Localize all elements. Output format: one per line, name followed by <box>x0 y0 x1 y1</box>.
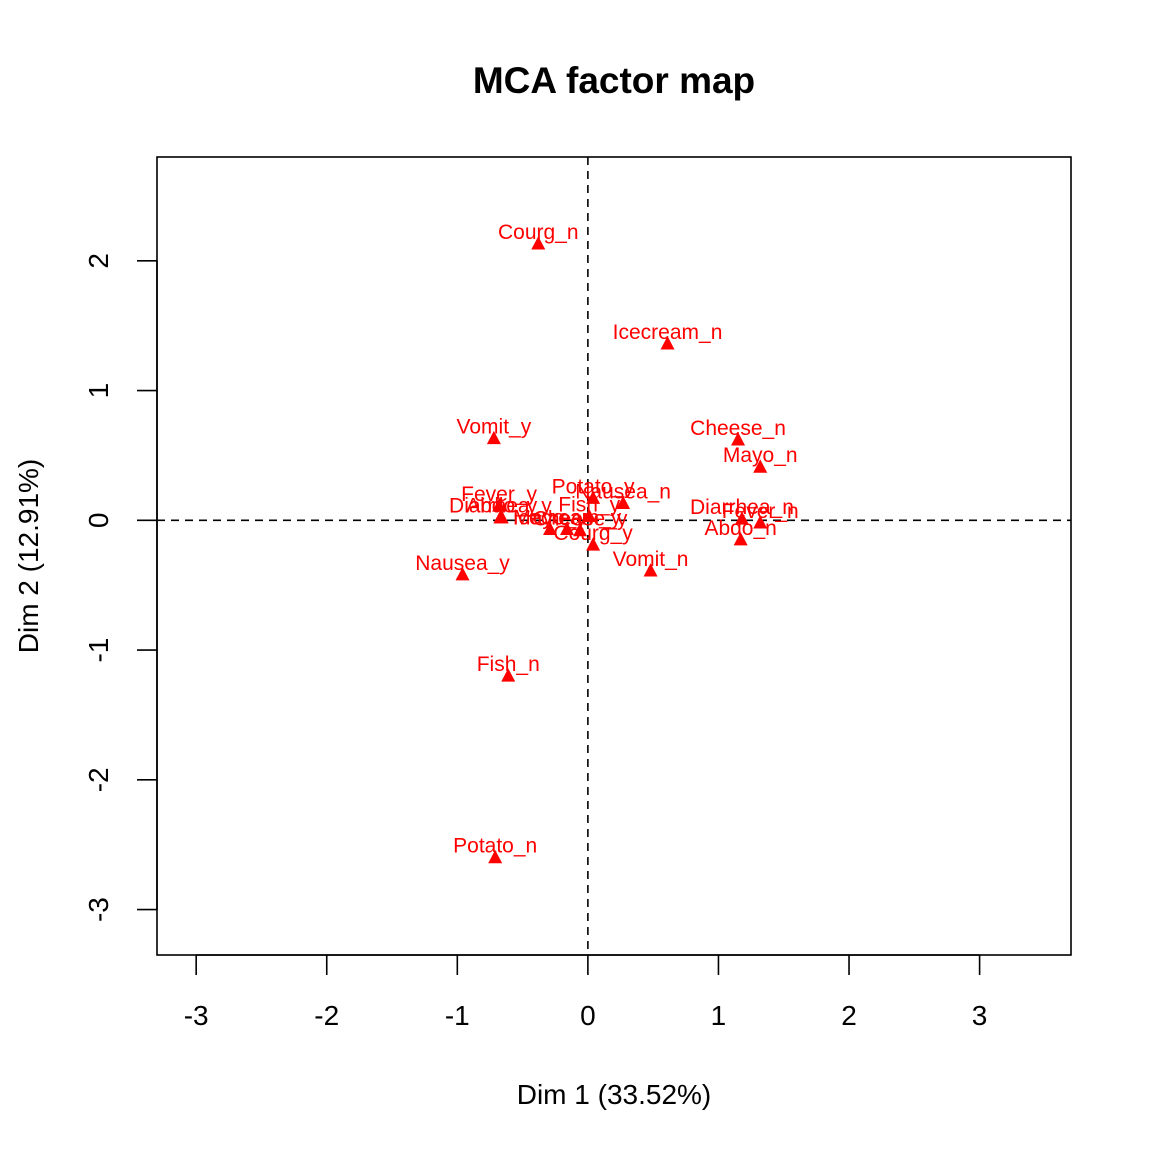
point-marker <box>733 532 748 546</box>
point-label: Fever_n <box>722 500 799 523</box>
point-marker <box>455 567 470 581</box>
y-tick-label: -1 <box>83 638 114 663</box>
point-marker <box>543 521 558 535</box>
y-tick-label: 0 <box>83 513 114 529</box>
x-axis: -3 -2 -1 0 1 2 3 <box>184 954 988 1031</box>
point-marker <box>586 490 601 504</box>
point-marker <box>616 495 631 510</box>
point-marker <box>753 515 768 529</box>
point-markers <box>455 236 768 864</box>
chart-title: MCA factor map <box>473 60 755 101</box>
y-axis-title: Dim 2 (12.91%) <box>13 459 44 654</box>
point-label: Vomit_n <box>613 548 689 571</box>
x-tick-label: -2 <box>314 1000 339 1031</box>
point-label: Courg_y <box>553 522 633 545</box>
y-tick-label: -3 <box>83 897 114 922</box>
point-label: Potato_n <box>453 835 537 858</box>
y-tick-label: 2 <box>83 253 114 269</box>
point-marker <box>734 511 749 525</box>
point-label: Mayo_n <box>723 444 798 467</box>
point-marker <box>731 432 746 446</box>
point-marker <box>753 459 768 473</box>
point-label: Fish_y <box>558 493 620 516</box>
point-marker <box>582 508 597 523</box>
point-label: Courg_n <box>498 221 579 244</box>
point-label: Diarrhea_n <box>690 496 794 519</box>
x-tick-label: -1 <box>445 1000 470 1031</box>
point-marker <box>531 236 546 250</box>
point-label: Icecream_y <box>513 506 622 529</box>
x-tick-label: 2 <box>841 1000 857 1031</box>
point-marker <box>493 510 508 524</box>
point-marker <box>573 522 588 537</box>
point-label: Abdo_y <box>466 495 538 518</box>
x-axis-title: Dim 1 (33.52%) <box>517 1079 712 1110</box>
point-marker <box>586 537 601 551</box>
y-tick-label: -2 <box>83 767 114 792</box>
point-label: Fever_y <box>461 483 537 506</box>
point-label: Cheese_n <box>690 417 786 440</box>
point-marker <box>643 563 658 577</box>
point-marker <box>492 498 507 512</box>
point-marker <box>501 668 516 682</box>
point-marker <box>488 849 503 864</box>
point-label: Icecream_n <box>613 321 723 344</box>
y-tick-label: 1 <box>83 383 114 399</box>
x-tick-label: 0 <box>580 1000 596 1031</box>
point-label: Nausea_n <box>575 480 671 503</box>
x-tick-label: -3 <box>184 1000 209 1031</box>
point-marker <box>486 430 501 445</box>
point-label: Nausea_y <box>415 552 510 575</box>
point-marker <box>559 521 574 535</box>
point-label: Abdo_n <box>704 517 776 540</box>
point-label: Cheese_y <box>533 508 628 531</box>
point-label: Potato_y <box>552 475 635 498</box>
point-label: Vomit_y <box>457 416 532 439</box>
point-labels: Courg_n Icecream_n Vomit_y Cheese_n Mayo_n Fe… <box>415 221 799 858</box>
y-axis: -3 -2 -1 0 1 2 <box>83 253 158 922</box>
point-label: Diarrhea_y <box>449 495 552 518</box>
point-label: Fish_n <box>477 653 540 676</box>
x-tick-label: 3 <box>972 1000 988 1031</box>
x-tick-label: 1 <box>711 1000 727 1031</box>
point-label: Mayo_y <box>513 506 587 529</box>
point-marker <box>660 336 675 350</box>
